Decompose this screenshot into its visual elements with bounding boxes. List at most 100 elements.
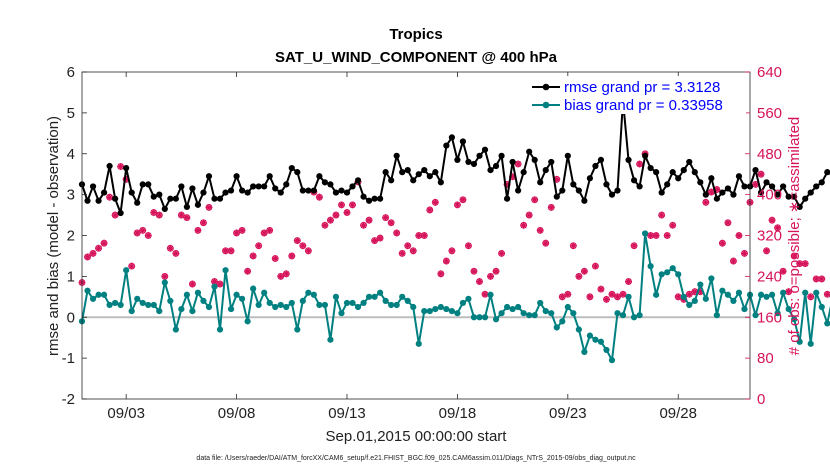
legend-bias-marker (542, 101, 550, 109)
obs-assimilated-marker (177, 211, 185, 219)
bias-point (553, 324, 560, 331)
rmse-point (338, 187, 345, 194)
rmse-point (702, 191, 709, 198)
legend: rmse grand pr = 3.3128 bias grand pr = 0… (528, 76, 746, 114)
bias-point (371, 293, 378, 300)
rmse-point (112, 195, 119, 202)
rmse-point (354, 177, 362, 184)
obs-assimilated-marker (437, 270, 445, 278)
y2-tick-label: 0 (757, 391, 765, 408)
obs-assimilated-marker (84, 253, 91, 261)
rmse-point (134, 199, 141, 206)
rmse-point (752, 167, 759, 174)
bias-point (426, 308, 433, 315)
rmse-point (481, 146, 489, 153)
rmse-point (697, 179, 704, 186)
rmse-point (614, 187, 621, 194)
bias-point (818, 303, 825, 311)
bias-point (768, 291, 776, 298)
rmse-point (194, 201, 202, 208)
bias-point (272, 303, 279, 311)
bias-point (399, 293, 406, 300)
rmse-point (735, 173, 743, 180)
bias-point (459, 299, 467, 307)
rmse-point (636, 183, 643, 190)
obs-assimilated-marker (696, 288, 704, 296)
rmse-point (531, 156, 538, 163)
bias-point (134, 295, 141, 302)
rmse-point (404, 167, 411, 174)
obs-assimilated-marker (376, 234, 384, 242)
rmse-point (824, 169, 830, 176)
obs-assimilated-marker (144, 232, 152, 239)
obs-assimilated-marker (393, 229, 401, 237)
bias-point (172, 326, 179, 333)
y-tick-label: 6 (67, 64, 75, 81)
bias-point (410, 303, 417, 311)
obs-assimilated-marker (343, 209, 351, 216)
bias-point (785, 305, 792, 313)
bias-point (570, 310, 577, 317)
rmse-point (388, 177, 395, 184)
obs-assimilated-marker (205, 203, 213, 211)
obs-assimilated-marker (564, 290, 572, 298)
rmse-point (371, 195, 378, 202)
obs-assimilated-marker (260, 229, 268, 237)
obs-assimilated-marker (398, 249, 406, 257)
rmse-point (211, 195, 218, 202)
rmse-point (310, 187, 317, 194)
rmse-point (791, 193, 798, 200)
rmse-point (708, 175, 715, 182)
rmse-point (272, 185, 279, 192)
obs-assimilated-marker (514, 160, 522, 168)
bias-point (763, 293, 770, 300)
obs-assimilated-marker (95, 244, 102, 252)
bias-point (128, 308, 135, 315)
rmse-point (459, 138, 467, 145)
bias-point (305, 289, 312, 296)
bias-point (294, 326, 301, 333)
obs-assimilated-marker (553, 175, 561, 183)
y-ticks: -2 -1 0 1 2 3 4 5 6 (62, 64, 87, 408)
obs-assimilated-marker (227, 247, 235, 255)
bias-point (780, 289, 787, 296)
y-tick-label: 3 (67, 187, 75, 204)
bias-point (354, 303, 362, 311)
bias-point (123, 267, 130, 274)
bias-point (642, 230, 649, 237)
y2-axis-label: # of obs: o=possible; ∗=assimilated (786, 117, 803, 356)
obs-assimilated-marker (150, 209, 158, 216)
rmse-point (448, 134, 455, 141)
bias-point (774, 310, 781, 317)
obs-assimilated-marker (487, 272, 494, 280)
obs-assimilated-marker (139, 226, 147, 234)
bias-point (250, 285, 257, 292)
obs-assimilated-marker (133, 229, 141, 237)
obs-assimilated-marker (382, 214, 390, 222)
obs-assimilated-marker (685, 290, 693, 298)
bias-point (349, 299, 356, 307)
bias-point (238, 295, 246, 302)
obs-assimilated-marker (575, 272, 583, 280)
obs-assimilated-marker (349, 201, 356, 209)
bias-point (84, 287, 91, 294)
y-axis-label: rmse and bias (model - observation) (45, 116, 62, 356)
bias-point (664, 269, 671, 276)
rmse-point (426, 173, 433, 180)
y-tick-label: 0 (67, 309, 75, 326)
rmse-point (244, 189, 251, 196)
rmse-point (807, 189, 814, 196)
obs-assimilated-marker (669, 221, 677, 229)
obs-assimilated-marker (674, 293, 682, 301)
obs-assimilated-marker (823, 290, 830, 298)
rmse-series (78, 97, 830, 217)
bias-point (542, 308, 549, 315)
rmse-point (95, 197, 102, 204)
y2-tick-label: 320 (757, 228, 782, 245)
rmse-point (106, 162, 113, 170)
obs-assimilated-marker (100, 239, 108, 247)
bias-point (531, 312, 538, 319)
bias-point (388, 301, 395, 309)
rmse-point (813, 183, 820, 190)
